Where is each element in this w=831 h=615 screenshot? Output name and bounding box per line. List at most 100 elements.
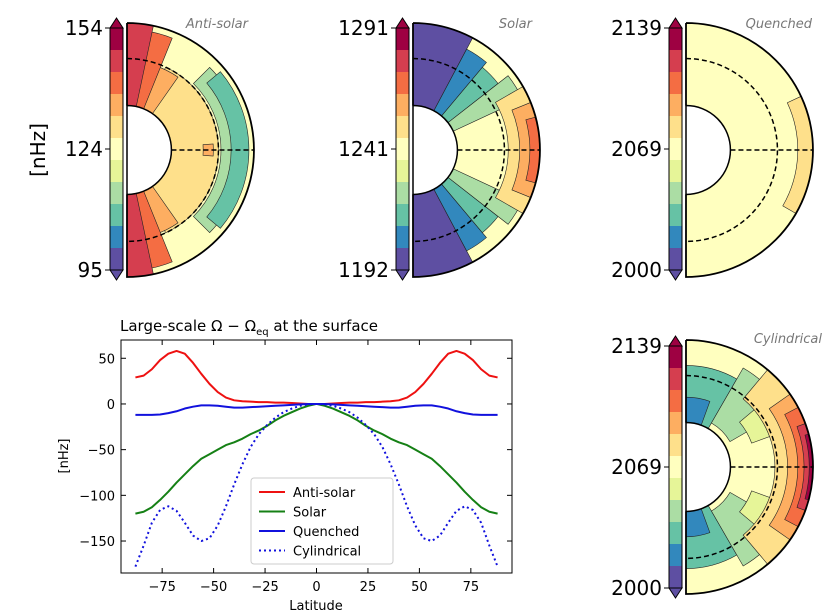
- colorbar-segment: [669, 434, 682, 457]
- legend-label: Solar: [293, 506, 327, 521]
- colorbar-bottom-extension: [668, 269, 683, 281]
- colorbar-tick-label: 2069: [611, 137, 662, 161]
- x-axis-ticks: −75 −50 −25 0 25 50 75: [148, 340, 479, 595]
- surface-rotation-line-chart: Large-scale Ω − Ωeq at the surface −75 −5…: [57, 317, 513, 614]
- chart-title: Large-scale Ω − Ωeq at the surface: [120, 317, 378, 338]
- colorbar-segment: [669, 72, 682, 95]
- series-line-cylindrical: [134, 402, 499, 567]
- colorbar-segment: [110, 204, 123, 227]
- colorbar-segment: [396, 248, 409, 271]
- x-tick-label: −50: [200, 580, 227, 595]
- colorbar-segment: [669, 94, 682, 117]
- colorbar-segment: [396, 50, 409, 73]
- colorbar-segment: [110, 72, 123, 95]
- colorbar-segment: [396, 72, 409, 95]
- chart-legend: Anti-solar Solar Quenched Cylindrical: [250, 477, 394, 565]
- colorbar-segment: [396, 116, 409, 139]
- slice-outline: [685, 339, 814, 595]
- colorbar-segment: [669, 28, 682, 51]
- colorbar-top-extension: [668, 17, 683, 29]
- colorbar-segment: [669, 248, 682, 271]
- y-tick-label: 0: [107, 398, 115, 413]
- colorbar-segment: [110, 226, 123, 249]
- colorbar-tick-label: 95: [78, 258, 103, 282]
- colorbar-top-extension: [668, 335, 683, 347]
- colorbar-tick-label: 2000: [611, 576, 662, 600]
- colorbar-segment: [110, 138, 123, 161]
- colorbar-segment: [110, 28, 123, 51]
- x-tick-label: 25: [360, 580, 377, 595]
- x-tick-label: −25: [251, 580, 278, 595]
- x-tick-label: 75: [463, 580, 480, 595]
- colorbar-segment: [669, 368, 682, 391]
- x-tick-label: 50: [411, 580, 428, 595]
- series-line-quenched: [135, 402, 498, 416]
- colorbar-top-extension: [109, 17, 124, 29]
- chart-title-sub: eq: [256, 327, 269, 338]
- colorbar-segment: [669, 456, 682, 479]
- colorbar-tick-label: 2069: [611, 455, 662, 479]
- colorbar-segment: [396, 182, 409, 205]
- colorbar-tick-label: 1241: [338, 137, 389, 161]
- colorbar-bottom-extension: [109, 269, 124, 281]
- y-axis-label: [nHz]: [57, 439, 72, 474]
- colorbar-bottom-extension: [395, 269, 410, 281]
- colorbar-segment: [396, 28, 409, 51]
- colorbar-tick-label: 1192: [338, 258, 389, 282]
- x-tick-label: −75: [148, 580, 175, 595]
- inner-core: [412, 104, 459, 196]
- legend-box: [250, 477, 394, 565]
- legend-label: Cylindrical: [293, 545, 361, 560]
- colorbar-segment: [669, 390, 682, 413]
- colorbar-top-extension: [395, 17, 410, 29]
- chart-title-main: Large-scale Ω − Ω: [120, 317, 256, 335]
- y-tick-label: −150: [79, 535, 115, 550]
- x-tick-label: 0: [312, 580, 320, 595]
- tachocline-dashed-arc: [685, 57, 779, 243]
- colorbar-segment: [669, 50, 682, 73]
- colorbar-segment: [110, 94, 123, 117]
- colorbar-segment: [396, 94, 409, 117]
- colorbar-segment: [669, 182, 682, 205]
- colorbar-tick-label: 2000: [611, 258, 662, 282]
- slice-outline: [412, 22, 541, 278]
- colorbar-segment: [669, 544, 682, 567]
- colorbar-segment: [669, 138, 682, 161]
- slice-outline: [685, 22, 814, 278]
- meridional-panel-cylindrical: 2139 2069 2000 Cylindrical: [611, 332, 822, 600]
- colorbar-segment: [669, 226, 682, 249]
- colorbar-segment: [396, 226, 409, 249]
- tachocline-dashed-arc: [126, 57, 220, 243]
- colorbar-segment: [110, 160, 123, 183]
- units-label: [nHz]: [26, 123, 50, 177]
- colorbar-tick-label: 154: [65, 16, 103, 40]
- series-lines: [134, 349, 499, 567]
- meridional-panel-solar: 1291 1241 1192 Solar: [338, 16, 541, 282]
- colorbar-segment: [669, 160, 682, 183]
- colorbar-segment: [669, 478, 682, 501]
- colorbar-segment: [669, 500, 682, 523]
- colorbar-segment: [396, 138, 409, 161]
- panel-title: Solar: [499, 17, 534, 32]
- colorbar-segment: [669, 412, 682, 435]
- slice-outline: [126, 22, 255, 278]
- legend-label: Anti-solar: [293, 486, 356, 501]
- y-tick-label: −100: [79, 489, 115, 504]
- y-axis-ticks: 50 0 −50 −100 −150: [79, 352, 512, 550]
- chart-title-tail: at the surface: [269, 317, 378, 335]
- colorbar-segment: [669, 204, 682, 227]
- legend-label: Quenched: [293, 525, 359, 540]
- colorbar-tick-label: 2139: [611, 334, 662, 358]
- colorbar-segment: [669, 566, 682, 589]
- meridional-panel-anti-solar: 154 124 95 Anti-solar: [65, 16, 255, 282]
- colorbar-tick-label: 1291: [338, 16, 389, 40]
- colorbar-tick-label: 2139: [611, 16, 662, 40]
- colorbar-segment: [110, 248, 123, 271]
- colorbar-segment: [669, 346, 682, 369]
- y-tick-label: −50: [88, 444, 115, 459]
- colorbar-segment: [396, 160, 409, 183]
- panel-title: Anti-solar: [185, 17, 250, 32]
- colorbar-segment: [110, 50, 123, 73]
- colorbar-tick-label: 124: [65, 137, 103, 161]
